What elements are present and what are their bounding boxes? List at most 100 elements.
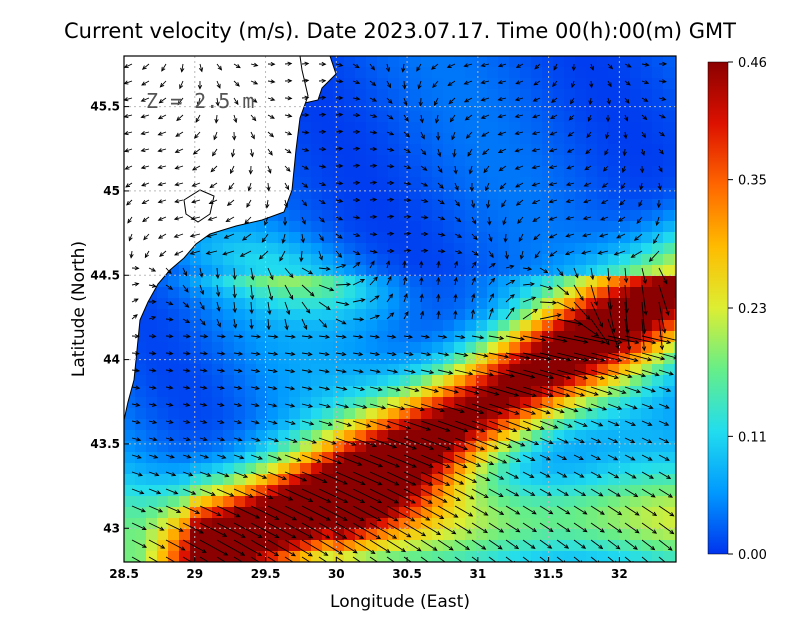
velocity-arrow: [532, 97, 541, 102]
velocity-cell: [355, 309, 367, 321]
velocity-cell: [157, 276, 169, 288]
velocity-cell: [399, 441, 411, 453]
velocity-cell: [245, 386, 257, 398]
velocity-cell: [597, 430, 609, 442]
velocity-cell: [344, 529, 356, 541]
velocity-cell: [608, 551, 620, 562]
velocity-cell: [322, 309, 334, 321]
velocity-cell: [575, 408, 587, 420]
velocity-arrow: [267, 556, 277, 562]
velocity-arrow: [607, 505, 623, 516]
velocity-cell: [278, 320, 290, 332]
velocity-cell: [454, 67, 466, 79]
velocity-arrow: [437, 386, 459, 394]
y-tick-label: 43: [103, 521, 120, 535]
velocity-cell: [663, 199, 675, 211]
velocity-cell: [476, 155, 488, 167]
velocity-arrow: [488, 307, 494, 320]
velocity-cell: [421, 419, 433, 431]
velocity-cell: [410, 397, 422, 409]
velocity-cell: [366, 122, 378, 134]
velocity-cell: [531, 177, 543, 189]
velocity-cell: [245, 452, 257, 464]
velocity-arrow: [369, 386, 383, 392]
velocity-cell: [179, 287, 191, 299]
velocity-cell: [146, 309, 158, 321]
velocity-cell: [641, 243, 653, 255]
velocity-cell: [410, 551, 422, 562]
velocity-cell: [454, 232, 466, 244]
velocity-arrow: [539, 420, 559, 429]
velocity-cell: [586, 551, 598, 562]
velocity-arrow: [658, 96, 667, 101]
velocity-arrow: [267, 437, 280, 443]
velocity-arrow: [658, 539, 673, 551]
velocity-cell: [322, 386, 334, 398]
velocity-cell: [597, 210, 609, 222]
velocity-cell: [597, 100, 609, 112]
velocity-arrow: [199, 556, 210, 562]
velocity-cell: [608, 122, 620, 134]
velocity-arrow: [386, 180, 395, 186]
velocity-cell: [168, 320, 180, 332]
velocity-cell: [443, 221, 455, 233]
velocity-cell: [168, 353, 180, 365]
velocity-cell: [597, 309, 609, 321]
velocity-arrow: [486, 199, 491, 209]
velocity-cell: [355, 276, 367, 288]
velocity-cell: [454, 56, 466, 68]
velocity-cell: [663, 144, 675, 156]
velocity-cell: [564, 551, 576, 562]
velocity-cell: [190, 298, 202, 310]
velocity-arrow: [335, 250, 343, 259]
velocity-arrow: [502, 216, 507, 226]
velocity-cell: [410, 122, 422, 134]
velocity-cell: [267, 507, 279, 519]
velocity-cell: [146, 298, 158, 310]
velocity-arrow: [369, 505, 399, 522]
velocity-cell: [553, 210, 565, 222]
velocity-cell: [454, 144, 466, 156]
velocity-cell: [509, 298, 521, 310]
velocity-cell: [300, 265, 312, 277]
velocity-cell: [630, 419, 642, 431]
velocity-cell: [311, 287, 323, 299]
velocity-cell: [388, 221, 400, 233]
velocity-cell: [322, 397, 334, 409]
velocity-cell: [201, 342, 213, 354]
velocity-cell: [157, 408, 169, 420]
velocity-cell: [124, 397, 136, 409]
velocity-arrow: [192, 148, 201, 155]
velocity-cell: [564, 210, 576, 222]
velocity-cell: [366, 419, 378, 431]
velocity-cell: [553, 144, 565, 156]
velocity-cell: [498, 408, 510, 420]
velocity-arrow: [301, 471, 328, 483]
velocity-cell: [542, 287, 554, 299]
velocity-cell: [322, 529, 334, 541]
velocity-cell: [487, 122, 499, 134]
velocity-cell: [344, 243, 356, 255]
x-tick-label: 31: [469, 567, 486, 581]
velocity-arrow: [638, 199, 643, 208]
velocity-cell: [333, 265, 345, 277]
velocity-cell: [641, 122, 653, 134]
velocity-cell: [641, 342, 653, 354]
velocity-cell: [179, 430, 191, 442]
velocity-cell: [300, 188, 312, 200]
velocity-arrow: [182, 488, 197, 495]
velocity-cell: [509, 452, 521, 464]
velocity-arrow: [199, 402, 208, 407]
velocity-cell: [674, 474, 676, 486]
velocity-arrow: [131, 454, 142, 459]
velocity-arrow: [233, 385, 243, 390]
velocity-cell: [443, 320, 455, 332]
velocity-arrow: [352, 369, 364, 374]
velocity-cell: [476, 199, 488, 211]
velocity-cell: [630, 320, 642, 332]
velocity-cell: [674, 540, 676, 552]
velocity-arrow: [641, 471, 654, 479]
velocity-cell: [465, 188, 477, 200]
velocity-arrow: [249, 301, 254, 315]
velocity-cell: [234, 419, 246, 431]
